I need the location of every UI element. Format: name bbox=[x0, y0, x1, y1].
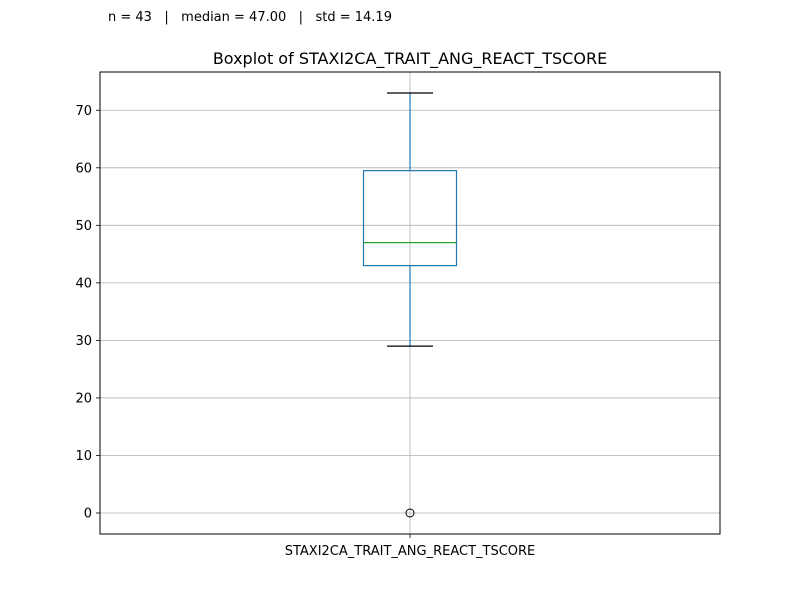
y-tick-label: 40 bbox=[75, 276, 92, 291]
stat-median: median = 47.00 bbox=[181, 10, 287, 25]
y-tick-label: 0 bbox=[84, 507, 92, 522]
stat-std: std = 14.19 bbox=[315, 10, 392, 25]
y-tick-label: 30 bbox=[75, 334, 92, 349]
outlier-point bbox=[405, 508, 415, 518]
y-tick-label: 10 bbox=[75, 449, 92, 464]
iqr-box bbox=[362, 170, 458, 267]
stat-n: n = 43 bbox=[108, 10, 152, 25]
y-tick-label: 50 bbox=[75, 219, 92, 234]
stat-separator: | bbox=[298, 10, 304, 25]
chart-title: Boxplot of STAXI2CA_TRAIT_ANG_REACT_TSCO… bbox=[213, 49, 607, 69]
box-elements bbox=[362, 92, 458, 518]
x-tick-label: STAXI2CA_TRAIT_ANG_REACT_TSCORE bbox=[285, 544, 536, 559]
stat-separator: | bbox=[164, 10, 169, 25]
summary-stats: n = 43 | median = 47.00 | std = 14.19 bbox=[108, 10, 392, 26]
y-axis: 0 10 20 30 40 50 60 70 bbox=[75, 104, 411, 538]
y-tick-label: 20 bbox=[75, 391, 92, 406]
y-tick-label: 60 bbox=[75, 161, 92, 176]
y-tick-label: 70 bbox=[75, 104, 92, 119]
